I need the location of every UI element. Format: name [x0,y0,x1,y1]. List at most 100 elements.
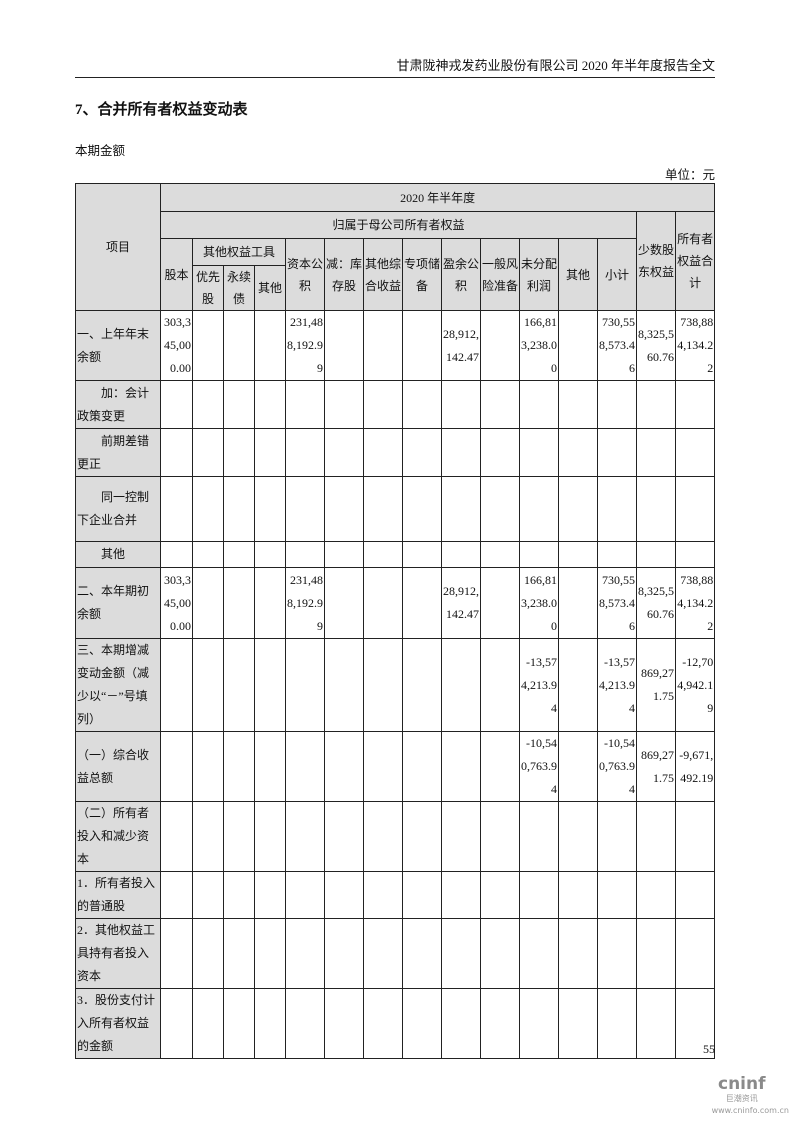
table-cell: -10,540,763.94 [597,731,637,802]
table-row: （二）所有者投入和减少资本 [75,801,716,872]
row-label: （二）所有者投入和减少资本 [75,801,161,872]
table-cell [363,476,403,542]
table-cell: 231,488,192.99 [285,567,325,639]
table-cell [441,541,481,568]
table-cell [363,310,403,381]
table-cell [160,541,193,568]
table-cell [402,871,442,919]
table-cell [254,638,286,732]
table-cell [324,567,364,639]
header-col: 盈余公积 [441,238,481,311]
table-cell [558,871,598,919]
table-cell [519,541,559,568]
table-cell [223,380,255,429]
table-row: 三、本期增减变动金额（减少以“－”号填列） -13,574,213.94 -13,5… [75,638,716,732]
table-cell [363,918,403,989]
table-cell [636,988,676,1059]
table-cell [519,476,559,542]
table-cell [285,380,325,429]
table-cell [223,988,255,1059]
table-cell: 869,271.75 [636,638,676,732]
header-col: 一般风险准备 [480,238,520,311]
table-cell [363,871,403,919]
table-cell [597,476,637,542]
row-label: 3．股份支付计入所有者权益的金额 [75,988,161,1059]
header-col-total: 所有者权益合计 [674,211,716,311]
section-title: 7、合并所有者权益变动表 [75,102,248,118]
table-cell [558,541,598,568]
table-cell [254,871,286,919]
table-cell [254,476,286,542]
table-cell [223,871,255,919]
page-number: 55 [703,1042,715,1056]
table-cell: 8,325,560.76 [636,567,676,639]
table-cell [402,476,442,542]
table-cell [558,380,598,429]
table-cell [285,731,325,802]
table-row: 前期差错更正 [75,428,716,477]
table-cell [192,567,224,639]
table-cell [480,428,520,477]
table-cell [285,918,325,989]
table-cell [558,638,598,732]
table-cell [254,380,286,429]
table-cell [674,801,716,872]
table-cell [254,801,286,872]
table-cell: 231,488,192.99 [285,310,325,381]
table-cell [160,380,193,429]
table-cell [160,428,193,477]
table-cell [558,801,598,872]
table-cell [285,988,325,1059]
table-cell [636,801,676,872]
table-cell [558,918,598,989]
table-cell [674,871,716,919]
table-cell [254,428,286,477]
row-label: 1．所有者投入的普通股 [75,871,161,919]
row-label: 二、本年期初余额 [75,567,161,639]
subtitle: 本期金额 [75,144,126,158]
table-cell [324,871,364,919]
table-cell [636,380,676,429]
table-cell [402,731,442,802]
table-cell: 738,884,134.22 [674,567,716,639]
table-cell [324,918,364,989]
table-cell [597,801,637,872]
table-cell [324,428,364,477]
table-cell [223,567,255,639]
table-cell [441,638,481,732]
table-cell [363,731,403,802]
header-col: 专项储备 [402,238,442,311]
table-cell [192,871,224,919]
table-cell [160,476,193,542]
table-cell [363,638,403,732]
header-col: 资本公积 [285,238,325,311]
table-cell [223,428,255,477]
table-cell: -10,540,763.94 [519,731,559,802]
table-cell [597,988,637,1059]
table-cell [441,476,481,542]
table-cell [192,310,224,381]
table-cell [402,380,442,429]
table-cell [519,428,559,477]
table-cell [636,918,676,989]
row-label: 同一控制下企业合并 [75,476,161,542]
table-cell [402,801,442,872]
table-cell [223,918,255,989]
header-other-equity-instruments: 其他权益工具 [192,238,286,266]
table-cell [223,541,255,568]
table-cell: 730,558,573.46 [597,567,637,639]
table-cell [558,988,598,1059]
table-cell: 303,345,000.00 [160,567,193,639]
table-cell [324,380,364,429]
table-cell [192,801,224,872]
table-cell [441,988,481,1059]
table-row: 其他 [75,541,716,568]
table-cell: 166,813,238.00 [519,310,559,381]
header-col: 永续债 [223,265,255,311]
row-label: 一、上年年末余额 [75,310,161,381]
table-cell [160,918,193,989]
table-cell [254,918,286,989]
table-cell [519,988,559,1059]
table-cell [402,988,442,1059]
